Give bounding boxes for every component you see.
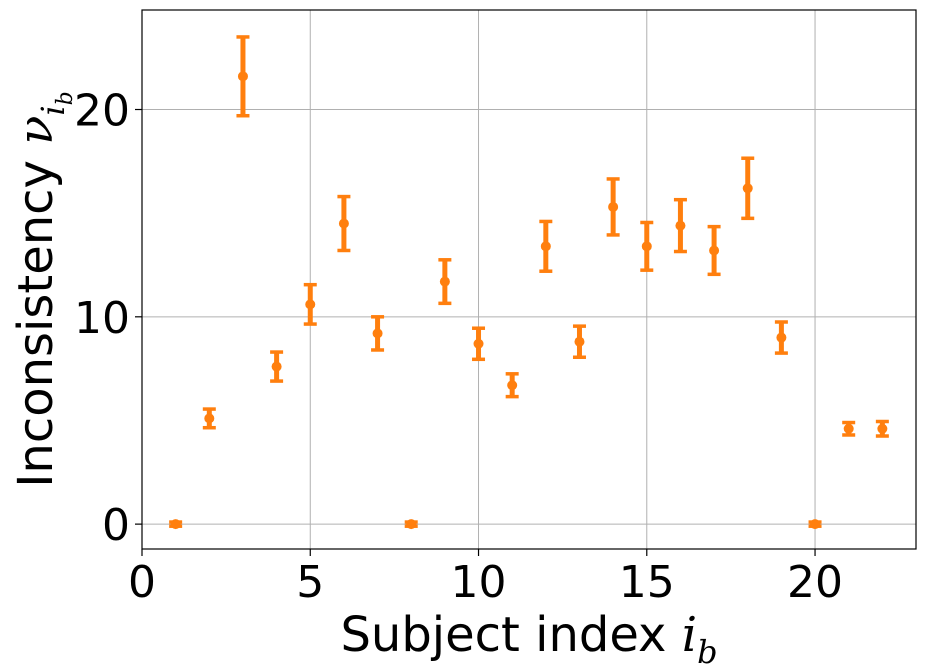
data-point xyxy=(843,423,854,434)
data-point-group xyxy=(606,177,620,237)
x-axis-label-subscript: b xyxy=(697,633,717,671)
data-point xyxy=(271,361,282,372)
data-point-group xyxy=(270,350,284,383)
data-point-group xyxy=(371,315,385,352)
y-tick-label: 0 xyxy=(102,500,130,551)
x-tick-label: 0 xyxy=(128,557,156,608)
data-point-group xyxy=(472,326,486,362)
data-point xyxy=(204,413,215,424)
data-point-group xyxy=(303,282,317,326)
data-point-group xyxy=(539,219,553,273)
data-point xyxy=(641,241,652,252)
data-point-group xyxy=(707,224,721,277)
x-axis-label-text: Subject index xyxy=(340,607,681,663)
data-point-group xyxy=(774,320,788,355)
data-point xyxy=(305,299,316,310)
data-point-group xyxy=(169,519,183,530)
data-point xyxy=(574,336,585,347)
data-point xyxy=(473,338,484,349)
data-point-group xyxy=(202,407,216,430)
x-tick-label: 10 xyxy=(451,557,507,608)
x-tick-label: 15 xyxy=(619,557,675,608)
data-point xyxy=(675,220,686,231)
data-point xyxy=(507,380,518,391)
y-axis-label-subsubscript: b xyxy=(53,91,78,105)
data-point-group xyxy=(640,220,654,272)
y-axis-label-subscript: i xyxy=(34,105,72,115)
x-axis-label: Subject index ib xyxy=(340,607,717,671)
data-point xyxy=(338,218,349,229)
data-point-group xyxy=(438,258,452,306)
data-point-group xyxy=(741,156,755,221)
data-point-group xyxy=(236,35,250,118)
data-point xyxy=(709,245,720,256)
data-point xyxy=(406,519,417,530)
data-point xyxy=(608,201,619,212)
data-point xyxy=(810,519,821,530)
y-axis-label: Inconsistency νib xyxy=(8,91,78,487)
data-point xyxy=(372,328,383,339)
data-point-group xyxy=(875,419,889,438)
x-tick-label: 20 xyxy=(787,557,843,608)
data-point-group xyxy=(505,372,519,399)
axis-ticks: 0 5 10 15 20 0 10 20 xyxy=(74,86,843,608)
data-point xyxy=(439,276,450,287)
y-axis-label-symbol: ν xyxy=(8,116,64,145)
data-point xyxy=(237,71,248,82)
data-point xyxy=(742,183,753,194)
data-point xyxy=(776,332,787,343)
y-tick-label: 20 xyxy=(74,86,130,137)
data-point-group xyxy=(572,324,586,359)
x-tick-label: 5 xyxy=(296,557,324,608)
data-point-group xyxy=(673,197,687,254)
data-point-group xyxy=(337,194,351,253)
plot-frame xyxy=(141,9,917,550)
data-point xyxy=(540,241,551,252)
y-tick-label: 10 xyxy=(74,293,130,344)
x-axis-label-symbol: i xyxy=(682,607,697,663)
data-point-group xyxy=(404,519,418,530)
data-point xyxy=(877,423,888,434)
data-marks xyxy=(169,35,889,530)
data-point-group xyxy=(808,519,822,530)
data-point-group xyxy=(842,420,856,437)
data-point xyxy=(170,519,181,530)
y-axis-label-text: Inconsistency xyxy=(8,145,64,488)
